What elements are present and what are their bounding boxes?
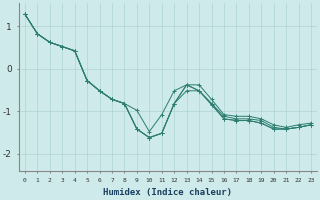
X-axis label: Humidex (Indice chaleur): Humidex (Indice chaleur) — [103, 188, 232, 197]
